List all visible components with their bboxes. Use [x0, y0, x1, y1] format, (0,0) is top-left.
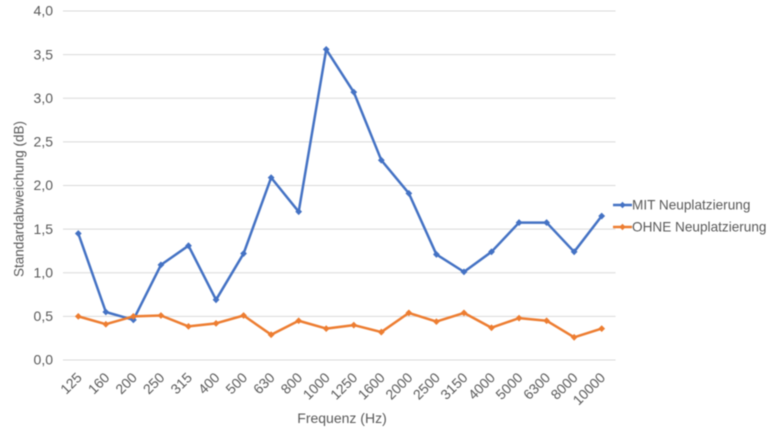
- svg-text:OHNE Neuplatzierung: OHNE Neuplatzierung: [632, 220, 767, 235]
- svg-text:2,5: 2,5: [34, 134, 54, 150]
- svg-text:MIT Neuplatzierung: MIT Neuplatzierung: [632, 198, 750, 213]
- svg-text:0,5: 0,5: [34, 308, 54, 324]
- svg-text:3,5: 3,5: [34, 46, 54, 62]
- svg-text:1,5: 1,5: [34, 221, 54, 237]
- svg-text:0,0: 0,0: [34, 352, 54, 368]
- svg-text:Frequenz (Hz): Frequenz (Hz): [297, 410, 386, 426]
- svg-text:3,0: 3,0: [34, 90, 54, 106]
- svg-text:Standardabweichung (dB): Standardabweichung (dB): [12, 121, 27, 277]
- svg-text:4,0: 4,0: [34, 3, 54, 19]
- svg-text:1,0: 1,0: [34, 264, 54, 280]
- svg-text:2,0: 2,0: [34, 177, 54, 193]
